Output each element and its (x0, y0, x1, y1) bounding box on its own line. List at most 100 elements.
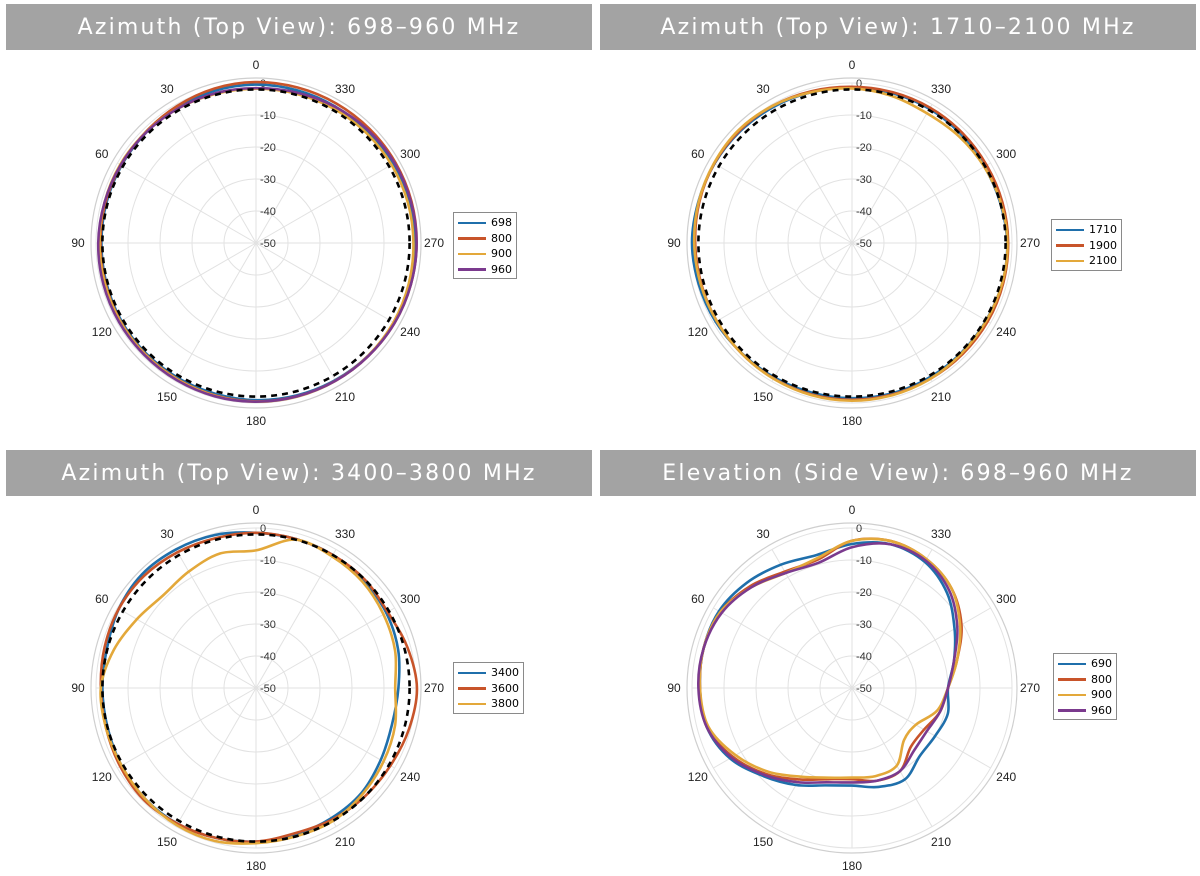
grid-spoke (713, 162, 853, 244)
radial-tick-label: -40 (260, 651, 276, 663)
legend-item: 800 (458, 231, 512, 247)
legend-item: 1710 (1056, 222, 1117, 238)
legend-swatch (1058, 678, 1086, 681)
grid-ring (191, 623, 321, 753)
outer-boundary (90, 522, 422, 854)
azimuth-1710-2100-panel: Azimuth (Top View): 1710–2100 MHz 0 -10 -2… (598, 0, 1200, 438)
chart-title: Elevation (Side View): 698–960 MHz (600, 450, 1196, 496)
grid-spoke (851, 687, 991, 769)
chart-title: Azimuth (Top View): 3400–3800 MHz (6, 450, 592, 496)
angle-tick-label: 60 (95, 592, 109, 606)
grid-ring (723, 114, 981, 372)
angle-tick-label: 90 (71, 681, 85, 695)
grid-spoke (175, 242, 257, 382)
grid-ring (819, 655, 885, 721)
grid-ring (787, 178, 917, 308)
angle-tick-label: 210 (335, 390, 355, 404)
angle-tick-label: 300 (400, 147, 420, 161)
angle-tick-label: 90 (71, 236, 85, 250)
angle-tick-label: 300 (996, 592, 1016, 606)
radial-tick-label: -50 (260, 683, 276, 695)
radial-tick-label: -10 (856, 110, 872, 122)
legend-item: 1900 (1056, 238, 1117, 254)
angle-tick-label: 240 (400, 325, 420, 339)
radial-tick-label: -20 (856, 587, 872, 599)
grid-spoke (175, 549, 257, 689)
radial-tick-label: -40 (260, 206, 276, 218)
angle-tick-label: 300 (400, 592, 420, 606)
angle-tick-label: 300 (996, 147, 1016, 161)
angle-tick-label: 330 (335, 527, 355, 541)
grid-spoke (851, 242, 933, 382)
polar-grid (90, 522, 422, 854)
series-line-3600 (99, 531, 419, 844)
legend-item: 960 (1058, 703, 1112, 719)
angle-tick-label: 240 (996, 325, 1016, 339)
legend-label: 698 (491, 216, 512, 230)
angle-tick-label: 60 (691, 592, 705, 606)
legend-item: 900 (1058, 687, 1112, 703)
grid-spoke (255, 104, 337, 244)
legend-label: 690 (1091, 657, 1112, 671)
legend-item: 690 (1058, 656, 1112, 672)
series-line-960 (697, 542, 959, 785)
grid-spoke (255, 549, 337, 689)
angle-tick-label: 210 (931, 835, 951, 849)
radial-tick-label: -30 (260, 174, 276, 186)
grid-spoke (255, 242, 337, 382)
grid-spoke (713, 687, 853, 769)
grid-spoke (851, 104, 933, 244)
grid-ring (159, 146, 353, 340)
polar-plot: 0-10-20-30-40-50030609012015018021024027… (71, 58, 444, 428)
grid-ring (223, 655, 289, 721)
grid-ring (223, 210, 289, 276)
grid-spoke (255, 687, 395, 769)
legend-swatch (458, 252, 486, 255)
outer-boundary (686, 77, 1018, 409)
grid-spoke (117, 242, 257, 324)
legend-swatch (1056, 244, 1084, 247)
series-line-690 (698, 541, 957, 789)
angle-tick-label: 120 (688, 325, 708, 339)
legend-swatch (458, 237, 486, 240)
grid-ring (191, 178, 321, 308)
polar-grid (686, 77, 1018, 409)
legend: 1710 1900 2100 (1051, 219, 1122, 271)
grid-spoke (771, 242, 853, 382)
grid-spoke (713, 607, 853, 689)
azimuth-3400-3800-panel: Azimuth (Top View): 3400–3800 MHz 0 -10 -2… (0, 446, 598, 876)
angle-tick-label: 150 (157, 835, 177, 849)
grid-spoke (117, 607, 257, 689)
legend-swatch (458, 702, 486, 705)
radial-tick-label: -50 (856, 683, 872, 695)
radial-tick-label: -40 (856, 651, 872, 663)
legend-item: 698 (458, 215, 512, 231)
angle-tick-label: 60 (691, 147, 705, 161)
grid-spoke (851, 242, 991, 324)
polar-plot: 0-10-20-30-40-50030609012015018021024027… (667, 58, 1040, 428)
angle-tick-label: 120 (92, 770, 112, 784)
legend-label: 900 (491, 247, 512, 261)
grid-ring (127, 559, 385, 817)
radial-tick-label: -20 (260, 587, 276, 599)
reference-dashed-circle (697, 88, 1007, 398)
grid-spoke (771, 549, 853, 689)
grid-ring (723, 559, 981, 817)
radial-tick-label: -10 (856, 555, 872, 567)
legend: 698 800 900 960 (453, 212, 517, 279)
grid-ring (127, 114, 385, 372)
legend-item: 800 (1058, 672, 1112, 688)
grid-spoke (255, 607, 395, 689)
radial-tick-label: 0 (856, 523, 862, 535)
angle-tick-label: 120 (92, 325, 112, 339)
radial-tick-label: -30 (856, 174, 872, 186)
radial-tick-label: 0 (260, 523, 266, 535)
angle-tick-label: 330 (931, 82, 951, 96)
grid-spoke (851, 162, 991, 244)
angle-tick-label: 240 (400, 770, 420, 784)
chart-title: Azimuth (Top View): 1710–2100 MHz (600, 4, 1196, 50)
angle-tick-label: 120 (688, 770, 708, 784)
radial-tick-label: -10 (260, 110, 276, 122)
radial-tick-label: -50 (856, 238, 872, 250)
angle-tick-label: 60 (95, 147, 109, 161)
